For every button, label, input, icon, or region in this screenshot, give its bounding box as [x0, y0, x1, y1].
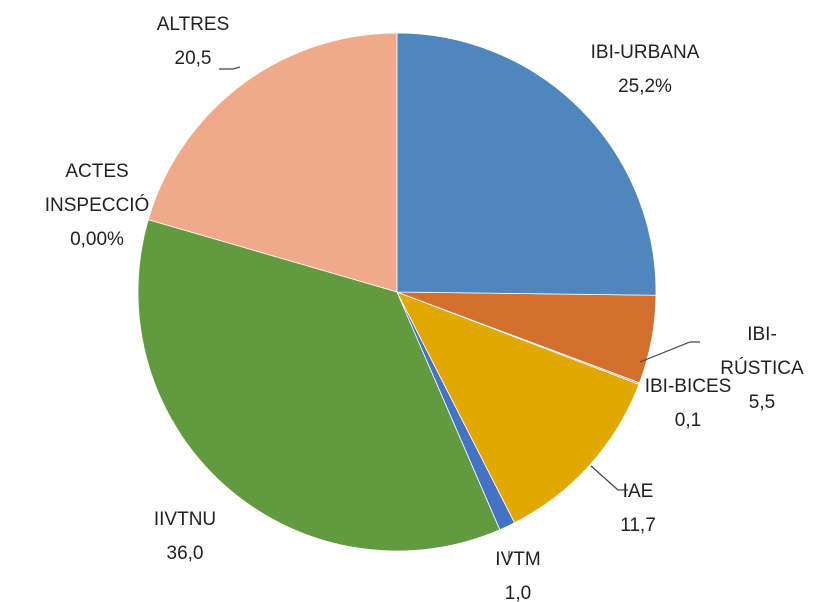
- value-label: 11,7: [620, 515, 656, 536]
- pie-slice: [396, 32, 657, 296]
- slice-label: ALTRES 20,5: [157, 8, 230, 76]
- category-label: IIVTNU: [153, 509, 217, 530]
- slice-label: IIVTNU 36,0: [154, 503, 216, 571]
- pie-slice: [137, 219, 501, 552]
- slice-label: IBI-URBANA 25,2%: [591, 36, 700, 104]
- pie-slice: [396, 291, 640, 524]
- pie-slice: [147, 32, 398, 293]
- slice-label: IBI-BICES 0,1: [645, 370, 732, 438]
- value-label: 25,2%: [618, 76, 672, 97]
- value-label: 5,5: [748, 392, 776, 413]
- category-label: IBI-BICES: [644, 376, 732, 397]
- value-label: 20,5: [174, 48, 212, 69]
- category-label: ACTES INSPECCIÓ: [44, 161, 150, 216]
- category-label: ALTRES: [156, 14, 230, 35]
- leader-line: [590, 465, 628, 491]
- slice-label: ACTES INSPECCIÓ 0,00%: [32, 155, 162, 257]
- leader-line: [639, 341, 700, 363]
- leader-line: [219, 66, 241, 70]
- value-label: 36,0: [166, 543, 204, 564]
- category-label: IVTM: [495, 549, 541, 570]
- value-label: 1,0: [504, 583, 532, 602]
- category-label: IBI-RÚSTICA: [720, 324, 804, 379]
- category-label: IBI-URBANA: [590, 42, 700, 63]
- slice-label: IBI-RÚSTICA 5,5: [720, 318, 803, 420]
- slice-label: IAE 11,7: [620, 475, 656, 543]
- leader-lines: [219, 66, 700, 558]
- category-label: IAE: [622, 481, 654, 502]
- value-label: 0,1: [674, 410, 702, 431]
- value-label: 0,00%: [70, 229, 124, 250]
- slice-label: IVTM 1,0: [495, 543, 540, 602]
